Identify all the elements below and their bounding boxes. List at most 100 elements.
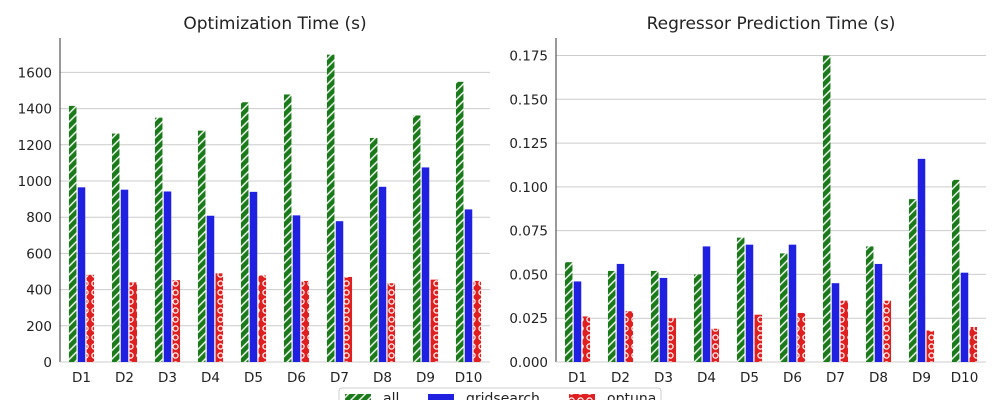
bar-gridsearch-D10: [960, 272, 969, 362]
bar-optuna-D7: [344, 276, 353, 362]
y-tick-label: 0.100: [509, 180, 548, 196]
bar-gridsearch-D2: [120, 189, 129, 362]
bar-all-D5: [240, 102, 249, 362]
bar-gridsearch-D10: [464, 209, 473, 362]
regressor-prediction-time-chart: 0.000 0.025 0.050 0.075 0.100 0.125 0.150 0.175…: [509, 14, 986, 386]
x-tick-label: D7: [826, 370, 845, 386]
bar-all-D9: [908, 199, 917, 362]
bar-optuna-D10: [473, 280, 482, 362]
x-tick-label: D4: [697, 370, 716, 386]
x-tick-label: D3: [158, 370, 177, 386]
legend-swatch-gridsearch: [428, 394, 454, 400]
bar-gridsearch-D7: [831, 283, 840, 362]
x-tick-label: D6: [287, 370, 306, 386]
y-tick-label: 1000: [18, 174, 52, 190]
legend-swatch-optuna: [569, 394, 595, 400]
y-tick-label: 1200: [18, 138, 52, 154]
bar-optuna-D3: [172, 280, 181, 362]
bar-optuna-D8: [883, 300, 892, 362]
bar-gridsearch-D6: [788, 244, 797, 362]
bar-all-D10: [951, 179, 960, 362]
bar-all-D6: [779, 253, 788, 362]
x-tick-label: D5: [740, 370, 759, 386]
x-tick-label: D10: [951, 370, 979, 386]
y-tick-label: 0.125: [509, 136, 548, 152]
x-tick-label: D8: [869, 370, 888, 386]
y-tick-label: 0.000: [509, 355, 548, 371]
x-tick-label: D2: [611, 370, 630, 386]
bar-all-D2: [607, 270, 616, 362]
bar-all-D4: [197, 130, 206, 362]
legend-swatch-all: [345, 394, 371, 400]
bar-optuna-D1: [86, 274, 95, 362]
bar-gridsearch-D8: [378, 186, 387, 362]
bar-gridsearch-D8: [874, 263, 883, 362]
bar-all-D4: [693, 274, 702, 362]
bar-optuna-D1: [582, 316, 591, 362]
bar-all-D10: [455, 81, 464, 363]
bar-gridsearch-D9: [421, 167, 430, 362]
bar-optuna-D3: [668, 318, 677, 362]
x-tick-label: D5: [244, 370, 263, 386]
y-tick-label: 200: [26, 319, 52, 335]
bar-optuna-D6: [797, 312, 806, 362]
bar-gridsearch-D6: [292, 215, 301, 362]
x-tick-label: D8: [373, 370, 392, 386]
x-tick-label: D4: [201, 370, 220, 386]
optimization-time-chart: 0 200 400 600 800 1000 1200 1400 1600 Optimizatio…: [18, 14, 490, 386]
x-tick-label: D3: [654, 370, 673, 386]
x-tick-label: D10: [455, 370, 483, 386]
legend-label-gridsearch: gridsearch: [466, 391, 540, 400]
bar-optuna-D5: [258, 275, 267, 362]
x-tick-label: D1: [72, 370, 91, 386]
bar-all-D6: [283, 94, 292, 362]
bar-optuna-D9: [926, 330, 935, 362]
bar-optuna-D2: [625, 311, 634, 362]
y-tick-label: 1400: [18, 102, 52, 118]
bar-gridsearch-D5: [745, 244, 754, 362]
y-tick-label: 0.175: [509, 49, 548, 65]
bar-gridsearch-D1: [77, 187, 86, 362]
x-tick-label: D9: [912, 370, 931, 386]
bar-gridsearch-D5: [249, 191, 258, 362]
y-tick-label: 0.050: [509, 267, 548, 283]
bar-optuna-D10: [969, 326, 978, 362]
y-tick-label: 0: [43, 355, 52, 371]
y-tick-label: 0.150: [509, 92, 548, 108]
bar-optuna-D9: [430, 279, 439, 362]
bar-gridsearch-D9: [917, 158, 926, 362]
bar-all-D8: [865, 246, 874, 362]
x-tick-label: D9: [416, 370, 435, 386]
y-tick-label: 400: [26, 283, 52, 299]
bar-gridsearch-D7: [335, 221, 344, 362]
bar-all-D3: [154, 117, 163, 362]
bar-all-D9: [412, 115, 421, 362]
bar-all-D7: [822, 55, 831, 362]
y-tick-label: 600: [26, 246, 52, 262]
bar-gridsearch-D4: [206, 215, 215, 362]
x-tick-label: D6: [783, 370, 802, 386]
bar-gridsearch-D3: [163, 191, 172, 362]
bar-gridsearch-D3: [659, 277, 668, 362]
bar-gridsearch-D4: [702, 246, 711, 362]
x-tick-label: D7: [330, 370, 349, 386]
bar-all-D3: [650, 270, 659, 362]
bar-all-D1: [68, 105, 77, 362]
bar-optuna-D8: [387, 283, 396, 362]
bar-all-D8: [369, 137, 378, 362]
legend-label-optuna: optuna: [607, 391, 656, 400]
bar-optuna-D7: [840, 300, 849, 362]
legend-label-all: all: [383, 391, 399, 400]
y-tick-label: 800: [26, 210, 52, 226]
bar-optuna-D4: [711, 328, 720, 362]
bar-optuna-D2: [129, 282, 138, 362]
bar-all-D7: [326, 54, 335, 362]
bar-gridsearch-D2: [616, 263, 625, 362]
legend: all gridsearch optuna: [338, 387, 662, 400]
bar-optuna-D6: [301, 280, 310, 362]
bar-all-D1: [564, 262, 573, 362]
y-tick-label: 1600: [18, 65, 52, 81]
x-tick-label: D2: [115, 370, 134, 386]
y-tick-label: 0.075: [509, 224, 548, 240]
